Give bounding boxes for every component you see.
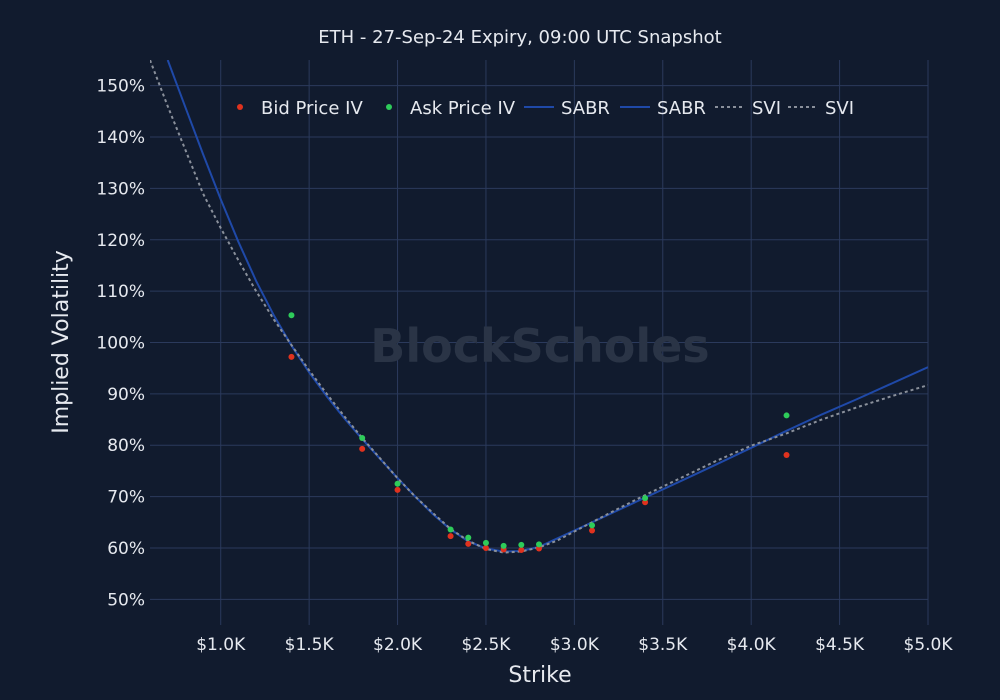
x-tick-label: $2.5K (461, 635, 511, 655)
y-tick-label: 120% (96, 231, 145, 251)
y-tick-label: 60% (107, 539, 145, 559)
y-tick-label: 130% (96, 179, 145, 199)
legend-marker (386, 104, 392, 110)
x-tick-label: $4.5K (815, 635, 865, 655)
ask-price-iv-point (447, 526, 454, 533)
svi-curve (150, 60, 928, 554)
y-tick-label: 100% (96, 334, 145, 354)
series-layer (150, 60, 928, 554)
legend-label: SABR (657, 98, 706, 119)
legend-label: SVI (825, 98, 854, 119)
bid-price-iv-point (447, 533, 454, 540)
grid (150, 60, 929, 625)
y-tick-label: 140% (96, 128, 145, 148)
chart-title: ETH - 27-Sep-24 Expiry, 09:00 UTC Snapsh… (318, 27, 721, 48)
bid-price-iv-point (465, 540, 472, 547)
x-tick-label: $1.5K (285, 635, 335, 655)
ask-price-iv-point (536, 541, 542, 548)
bid-price-iv-point (288, 353, 295, 360)
legend-marker (237, 104, 243, 110)
tick-labels: $1.0K $1.5K $2.0K $2.5K $3.0K $3.5K $4.0K $4.5K… (96, 77, 953, 655)
ask-price-iv-point (642, 495, 649, 502)
sabr-curve (166, 60, 928, 553)
bid-price-iv-point (783, 451, 790, 458)
y-tick-label: 80% (107, 436, 145, 456)
bid-price-iv-point (536, 545, 542, 552)
ask-price-iv-point (482, 539, 489, 546)
legend-item-svi[interactable]: SVI (788, 98, 854, 119)
watermark: BlockScholes (370, 319, 709, 373)
legend-item-sabr[interactable]: SABR (524, 98, 610, 119)
y-tick-label: 90% (107, 385, 145, 405)
x-tick-label: $4.0K (727, 635, 777, 655)
legend-item-svi[interactable]: SVI (715, 98, 781, 119)
ask-price-iv-point (465, 534, 472, 541)
y-tick-label: 70% (107, 488, 145, 508)
bid-price-iv-point (394, 486, 401, 493)
x-tick-label: $2.0K (373, 635, 423, 655)
ask-price-iv-point (518, 541, 525, 548)
legend-label: SABR (561, 98, 610, 119)
ask-price-iv-point (589, 522, 596, 529)
x-tick-label: $5.0K (904, 635, 954, 655)
y-tick-label: 150% (96, 77, 145, 97)
x-tick-label: $1.0K (196, 635, 246, 655)
x-tick-label: $3.5K (638, 635, 688, 655)
legend-item-ask-price-iv[interactable]: Ask Price IV (386, 98, 516, 119)
ask-price-iv-point (288, 312, 295, 319)
ask-price-iv-point (359, 435, 366, 442)
bid-price-iv-point (518, 547, 525, 554)
ask-price-iv-point (394, 480, 401, 487)
y-axis-title: Implied Volatility (49, 250, 74, 434)
y-tick-label: 110% (96, 282, 145, 302)
legend-item-sabr[interactable]: SABR (620, 98, 706, 119)
ask-price-iv-point (783, 412, 790, 419)
bid-price-iv-point (642, 499, 649, 506)
ask-price-iv-point (500, 542, 507, 549)
legend-label: Bid Price IV (261, 98, 363, 119)
legend-label: Ask Price IV (410, 98, 516, 119)
y-tick-label: 50% (107, 590, 145, 610)
x-tick-label: $3.0K (550, 635, 600, 655)
legend-item-bid-price-iv[interactable]: Bid Price IV (237, 98, 363, 119)
bid-price-iv-point (482, 544, 489, 551)
bid-price-iv-point (589, 527, 596, 534)
legend-label: SVI (752, 98, 781, 119)
legend: Bid Price IV Ask Price IV SABR SABR SVI SVI (237, 98, 854, 119)
x-axis-title: Strike (508, 663, 571, 688)
bid-price-iv-point (359, 445, 366, 452)
